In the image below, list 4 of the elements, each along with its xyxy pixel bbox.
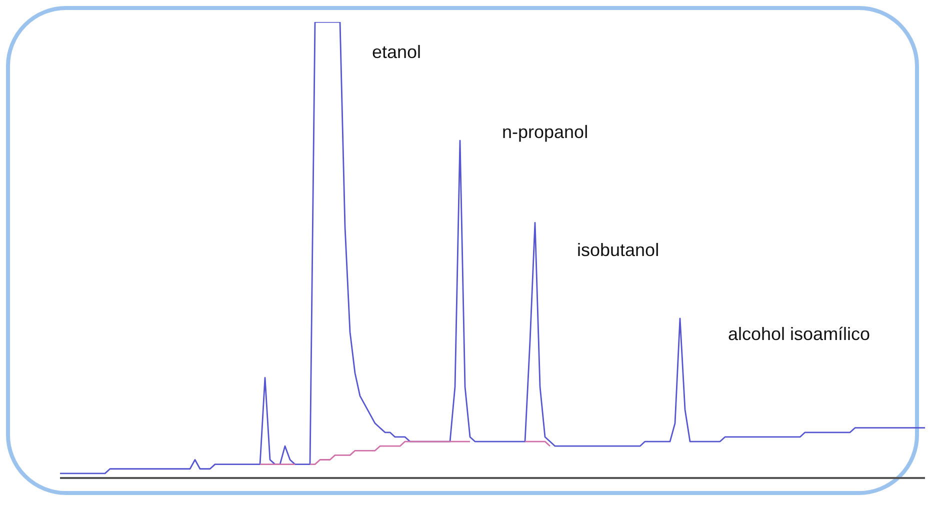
annotation: etanol xyxy=(372,42,422,63)
annotation: isobutanol xyxy=(577,240,660,261)
annotation: n-propanol xyxy=(502,122,588,143)
annotation: alcohol isoamílico xyxy=(728,324,870,345)
